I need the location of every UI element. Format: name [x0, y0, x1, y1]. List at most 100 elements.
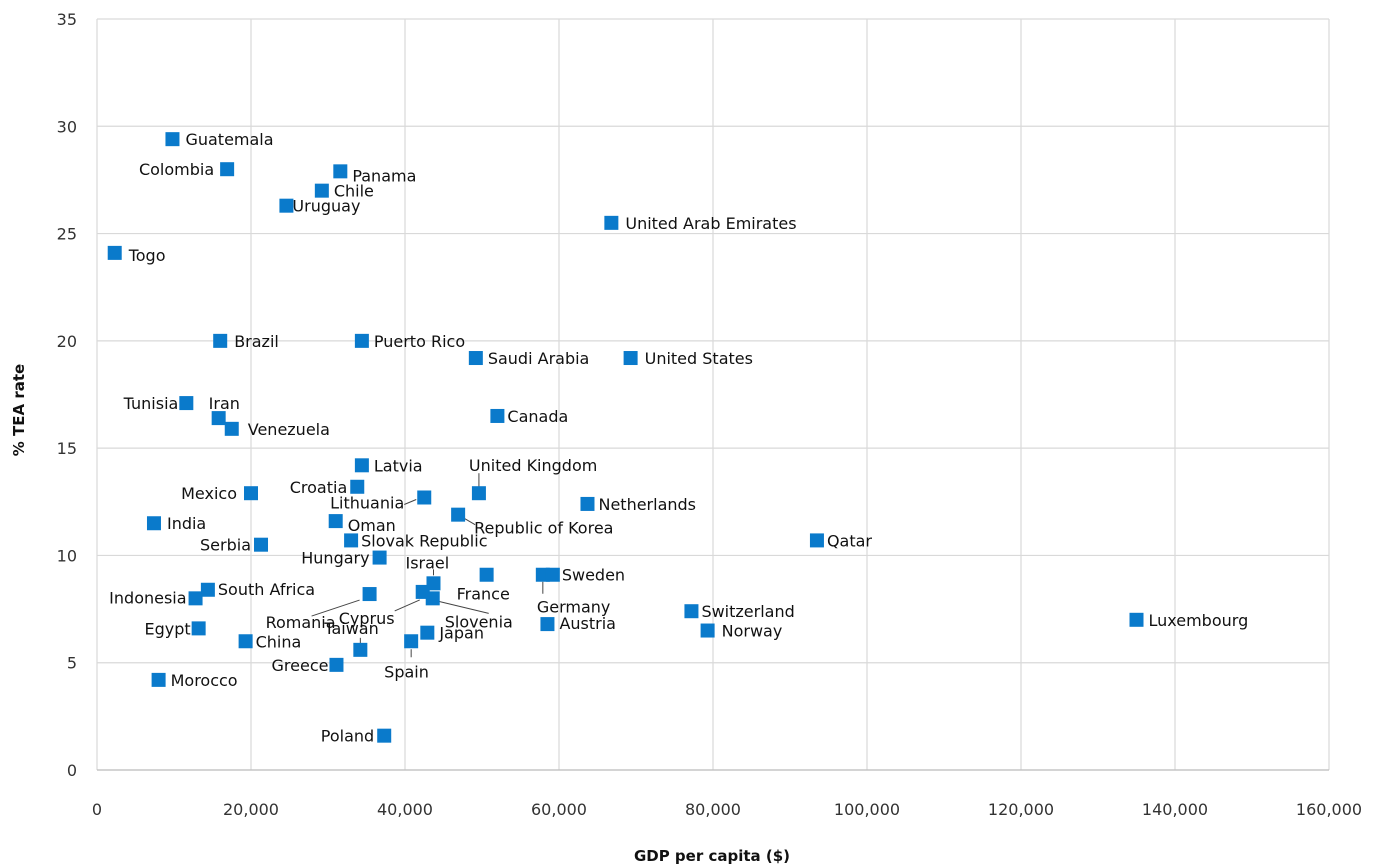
point-label: Venezuela — [248, 420, 330, 439]
point-label: Israel — [405, 553, 449, 572]
y-tick-label: 25 — [57, 225, 77, 244]
data-point — [165, 132, 180, 147]
data-point — [244, 486, 258, 501]
data-point — [353, 642, 368, 657]
data-point — [580, 496, 595, 511]
data-point — [354, 333, 369, 348]
point-label: Colombia — [139, 160, 214, 179]
data-point — [425, 591, 440, 606]
data-point — [220, 162, 235, 177]
point-label: Slovak Republic — [361, 531, 487, 550]
data-point — [377, 728, 392, 743]
data-point — [471, 486, 486, 501]
point-label: Panama — [352, 166, 416, 185]
point-label: Taiwan — [323, 619, 378, 638]
point-label: Slovenia — [445, 612, 513, 631]
data-point — [213, 333, 228, 348]
point-label: Greece — [272, 656, 329, 675]
data-point — [545, 567, 560, 582]
x-tick-label: 100,000 — [834, 800, 900, 819]
label-connector — [404, 499, 417, 505]
data-point — [809, 533, 824, 548]
data-point — [238, 634, 253, 649]
point-label: United Arab Emirates — [625, 214, 796, 233]
data-point — [211, 411, 226, 426]
gridlines — [96, 18, 1330, 771]
data-point — [604, 215, 619, 230]
data-point — [314, 183, 329, 198]
data-point — [151, 672, 166, 687]
point-label: Japan — [438, 624, 484, 643]
data-point — [451, 507, 466, 522]
point-label: Hungary — [301, 549, 369, 568]
y-axis-title: % TEA rate — [10, 364, 28, 456]
point-label: Puerto Rico — [374, 332, 465, 351]
point-label: Switzerland — [701, 602, 794, 621]
x-tick-label: 60,000 — [531, 800, 587, 819]
point-label: United Kingdom — [469, 456, 597, 475]
point-label: Serbia — [200, 536, 251, 555]
x-tick-label: 40,000 — [377, 800, 433, 819]
data-point — [540, 617, 555, 632]
point-label: Cyprus — [339, 609, 395, 628]
data-point — [490, 408, 505, 423]
point-label: Spain — [384, 662, 429, 681]
data-point — [188, 591, 203, 606]
data-points — [107, 132, 1144, 743]
point-label: Qatar — [827, 531, 872, 550]
data-point — [200, 582, 215, 597]
y-tick-label: 20 — [57, 332, 77, 351]
data-point — [417, 490, 432, 505]
data-point — [179, 396, 194, 411]
point-label: Indonesia — [109, 588, 186, 607]
data-point — [354, 458, 369, 473]
y-tick-label: 15 — [57, 439, 77, 458]
point-label: Canada — [507, 407, 568, 426]
axes: 0 20,000 40,000 60,000 80,000 100,000 120,000 1… — [57, 10, 1362, 819]
data-point — [479, 567, 494, 582]
y-tick-label: 10 — [57, 546, 77, 565]
point-label: Morocco — [171, 671, 238, 690]
data-point — [350, 479, 365, 494]
point-label: Norway — [722, 622, 783, 641]
point-label: Germany — [537, 598, 611, 617]
y-tick-label: 5 — [67, 654, 77, 673]
point-label: Saudi Arabia — [488, 349, 590, 368]
x-tick-label: 0 — [92, 800, 102, 819]
data-point — [420, 625, 435, 640]
data-point — [329, 657, 344, 672]
label-connector — [394, 599, 420, 612]
x-tick-label: 80,000 — [685, 800, 741, 819]
data-point — [107, 245, 122, 260]
x-axis-title: GDP per capita ($) — [634, 847, 790, 865]
point-label: Iran — [209, 394, 240, 413]
point-label: South Africa — [218, 580, 315, 599]
point-label: Croatia — [290, 478, 348, 497]
point-label: Austria — [559, 614, 616, 633]
x-tick-label: 160,000 — [1296, 800, 1362, 819]
point-label: Poland — [321, 727, 374, 746]
point-label: Romania — [266, 613, 336, 632]
point-label: Egypt — [144, 619, 190, 638]
point-label: Togo — [128, 246, 166, 265]
point-label: Brazil — [234, 332, 279, 351]
point-label: France — [457, 585, 510, 604]
x-tick-label: 120,000 — [988, 800, 1054, 819]
y-tick-label: 0 — [67, 761, 77, 780]
data-point — [404, 634, 419, 649]
data-point — [254, 537, 269, 552]
point-label: Netherlands — [598, 495, 696, 514]
point-label: China — [256, 632, 302, 651]
point-label: Chile — [334, 182, 374, 201]
point-label: Republic of Korea — [474, 519, 613, 538]
data-point — [684, 604, 699, 619]
data-point — [224, 421, 239, 436]
label-connector — [311, 599, 360, 617]
data-point — [146, 516, 161, 531]
point-label: Guatemala — [185, 130, 273, 149]
data-point — [328, 514, 343, 529]
data-point — [333, 164, 348, 179]
point-label: Luxembourg — [1149, 611, 1249, 630]
point-label: United States — [645, 349, 753, 368]
